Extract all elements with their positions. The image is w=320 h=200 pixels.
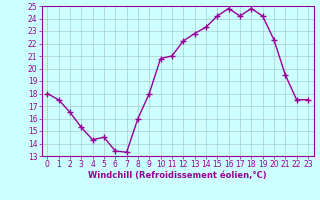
X-axis label: Windchill (Refroidissement éolien,°C): Windchill (Refroidissement éolien,°C) bbox=[88, 171, 267, 180]
